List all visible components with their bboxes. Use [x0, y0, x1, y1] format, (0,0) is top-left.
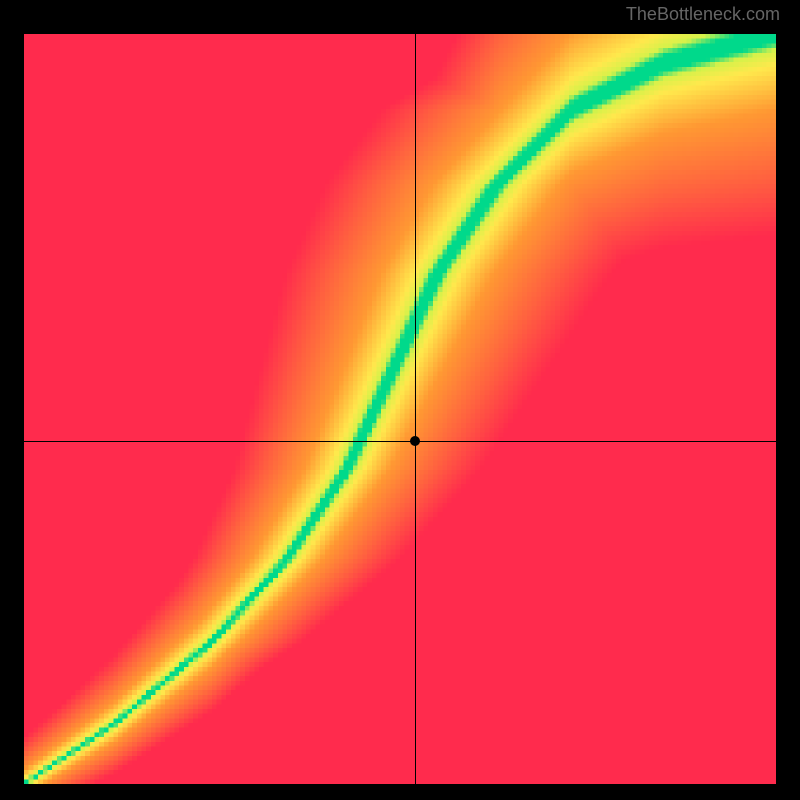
marker-dot	[410, 436, 420, 446]
chart-frame	[20, 30, 780, 788]
attribution-text: TheBottleneck.com	[626, 4, 780, 25]
crosshair-horizontal	[24, 441, 776, 442]
crosshair-vertical	[415, 34, 416, 784]
heatmap-canvas	[24, 34, 776, 784]
plot-area	[24, 34, 776, 784]
